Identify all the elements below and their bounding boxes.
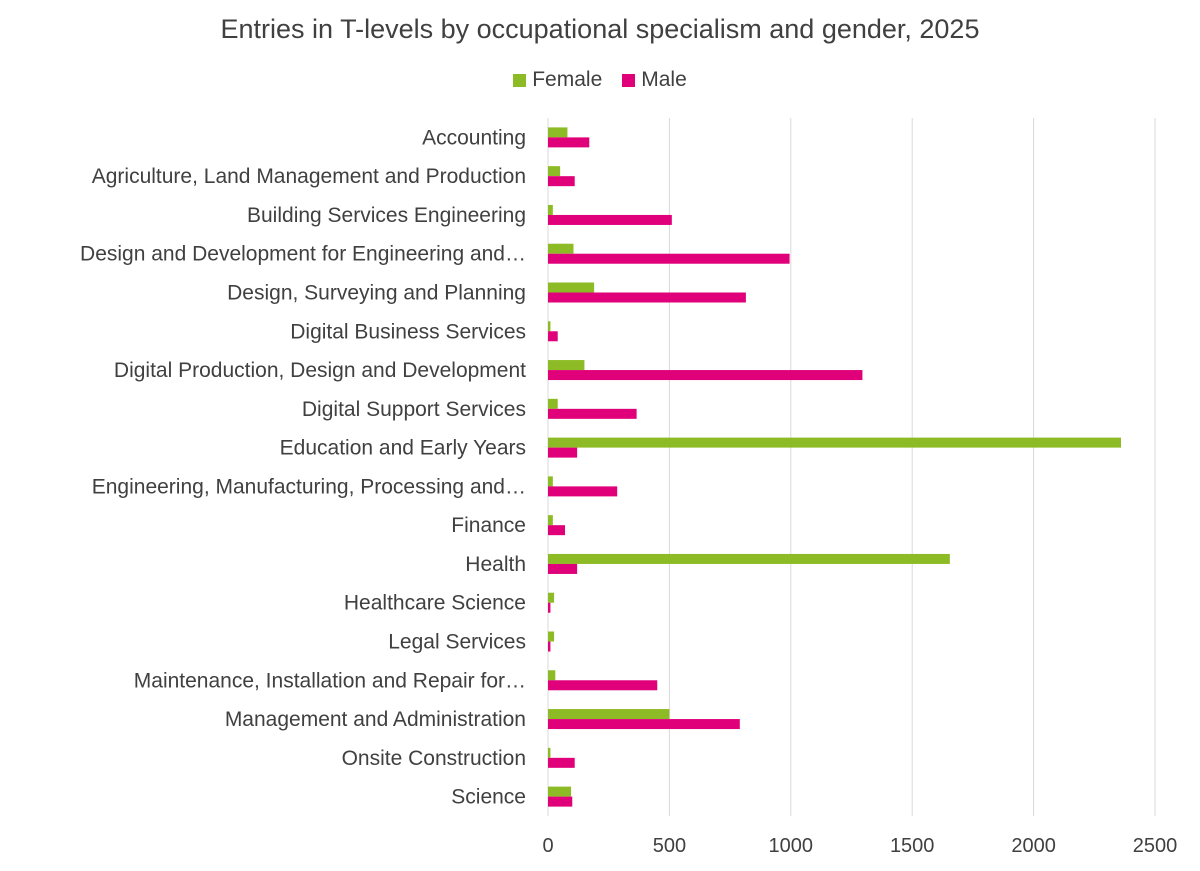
bar-female xyxy=(548,204,553,215)
category-label: Design, Surveying and Planning xyxy=(227,282,526,305)
category-label: Accounting xyxy=(422,126,526,149)
bar-male xyxy=(548,680,658,691)
bar-male xyxy=(548,176,575,187)
bar-male xyxy=(548,447,578,458)
category-label: Engineering, Manufacturing, Processing a… xyxy=(92,475,526,498)
bar-female xyxy=(548,127,568,138)
bar-male xyxy=(548,214,672,225)
bar-female xyxy=(548,437,1122,448)
chart-legend: Female Male xyxy=(0,68,1200,92)
bar-male xyxy=(548,719,740,730)
bar-female xyxy=(548,553,950,564)
bar-male xyxy=(548,757,575,768)
bar-male xyxy=(548,253,790,264)
x-tick-label: 0 xyxy=(542,835,553,857)
category-label: Education and Early Years xyxy=(280,437,526,460)
bar-male xyxy=(548,525,565,536)
category-label: Health xyxy=(465,553,526,576)
x-tick-label: 2000 xyxy=(1011,835,1056,857)
category-label: Finance xyxy=(451,514,526,537)
legend-label-female: Female xyxy=(532,68,603,91)
bar-male xyxy=(548,408,637,419)
x-tick-label: 2500 xyxy=(1133,835,1178,857)
legend-swatch-female xyxy=(513,73,527,87)
legend-swatch-male xyxy=(622,73,636,87)
x-tick-label: 500 xyxy=(653,835,686,857)
bar-female xyxy=(548,786,572,797)
bar-male xyxy=(548,137,590,148)
bar-male xyxy=(548,796,573,807)
category-label: Legal Services xyxy=(388,631,526,654)
bar-female xyxy=(548,709,670,720)
category-label: Maintenance, Installation and Repair for… xyxy=(134,669,526,692)
bar-male xyxy=(548,370,863,381)
category-label: Design and Development for Engineering a… xyxy=(80,243,526,266)
bar-male xyxy=(548,331,558,342)
bar-male xyxy=(548,486,618,497)
bar-female xyxy=(548,670,556,681)
category-label: Healthcare Science xyxy=(344,592,526,615)
category-label: Building Services Engineering xyxy=(247,204,526,227)
bar-female xyxy=(548,166,561,177)
bar-female xyxy=(548,476,553,487)
chart-title: Entries in T-levels by occupational spec… xyxy=(220,14,980,44)
bar-male xyxy=(548,641,551,652)
bar-male xyxy=(548,602,551,613)
x-tick-label: 1500 xyxy=(890,835,935,857)
category-label: Agriculture, Land Management and Product… xyxy=(92,165,526,188)
category-label: Science xyxy=(451,786,526,809)
legend-item-female: Female xyxy=(513,68,602,92)
legend-item-male: Male xyxy=(622,68,687,92)
bar-female xyxy=(548,631,555,642)
category-label: Digital Production, Design and Developme… xyxy=(114,359,526,382)
bar-female xyxy=(548,282,595,293)
category-label: Onsite Construction xyxy=(342,747,526,770)
bar-female xyxy=(548,360,585,371)
bar-male xyxy=(548,292,746,303)
category-label: Management and Administration xyxy=(225,708,526,731)
category-label: Digital Support Services xyxy=(302,398,526,421)
bar-female xyxy=(548,321,551,332)
bar-female xyxy=(548,243,574,254)
bar-female xyxy=(548,398,558,409)
category-label: Digital Business Services xyxy=(290,320,526,343)
legend-label-male: Male xyxy=(641,68,687,91)
x-tick-label: 1000 xyxy=(769,835,814,857)
bar-female xyxy=(548,515,553,526)
bar-male xyxy=(548,563,578,574)
bar-female xyxy=(548,747,551,758)
bar-female xyxy=(548,592,555,603)
